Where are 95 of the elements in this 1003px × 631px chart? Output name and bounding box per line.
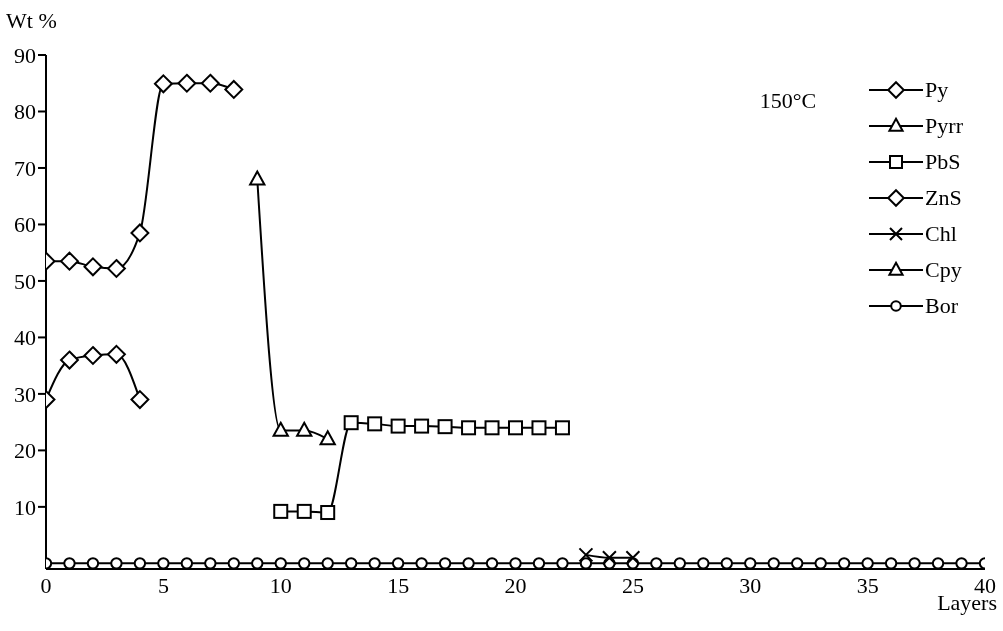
point [955, 557, 968, 569]
point [133, 557, 147, 569]
point [414, 418, 430, 434]
point [861, 557, 874, 569]
point [130, 390, 150, 409]
point [319, 430, 336, 446]
point [180, 557, 194, 569]
x-tick-label: 25 [621, 572, 644, 598]
point [63, 557, 76, 569]
legend-label: Chl [925, 221, 957, 247]
x-tick-label: 20 [504, 572, 527, 598]
point [579, 557, 593, 569]
legend-label: Cpy [925, 257, 962, 283]
point [272, 421, 289, 437]
legend-label: Bor [925, 293, 959, 319]
point [531, 420, 547, 436]
point [814, 557, 827, 569]
point [744, 557, 757, 569]
x-tick-label: 0 [40, 572, 52, 598]
point [296, 421, 313, 437]
point [130, 223, 150, 243]
point [391, 557, 405, 569]
point [438, 557, 452, 569]
point [110, 557, 123, 569]
point [249, 170, 266, 186]
point [509, 557, 522, 569]
point [343, 415, 359, 431]
point [200, 73, 220, 93]
point [697, 557, 710, 569]
point [251, 557, 264, 569]
point [320, 505, 336, 521]
point [791, 557, 804, 569]
point [578, 547, 594, 563]
point [415, 557, 428, 569]
point [532, 557, 546, 569]
point [767, 557, 780, 569]
x-tick-label: 30 [739, 572, 762, 598]
y-tick-label: 40 [14, 325, 36, 351]
point [83, 257, 103, 277]
legend-label: Py [925, 77, 949, 103]
x-tick-label: 35 [856, 572, 879, 598]
point [650, 557, 663, 569]
y-tick-label: 10 [14, 494, 36, 520]
point [224, 80, 244, 99]
point [837, 557, 851, 569]
point [153, 74, 173, 94]
point [273, 503, 289, 519]
legend-label: Pyrr [925, 113, 963, 139]
point [344, 557, 358, 569]
x-tick-label: 15 [387, 572, 410, 598]
point [461, 420, 477, 436]
point [390, 418, 406, 434]
point [274, 557, 287, 569]
point [884, 557, 898, 569]
x-tick-label: 10 [269, 572, 292, 598]
point [368, 557, 381, 569]
y-tick-label: 20 [14, 438, 36, 464]
y-axis-title: Wt % [6, 8, 57, 34]
point [908, 557, 921, 569]
point [157, 557, 170, 569]
y-tick-label: 60 [14, 212, 36, 238]
point [60, 350, 79, 370]
point [625, 550, 641, 566]
y-tick-label: 70 [14, 155, 36, 181]
point [298, 557, 311, 569]
legend-label: ZnS [925, 185, 962, 211]
legend-label: PbS [925, 149, 961, 175]
point [177, 73, 197, 93]
point [321, 557, 334, 569]
point [227, 557, 240, 569]
point [106, 259, 126, 278]
y-tick-label: 90 [14, 42, 36, 68]
y-tick-label: 50 [14, 268, 36, 294]
point [204, 557, 217, 569]
point [86, 557, 100, 569]
point [931, 557, 945, 569]
point [554, 420, 570, 436]
point [60, 251, 79, 271]
y-tick-label: 80 [14, 99, 36, 125]
point [673, 557, 687, 569]
point [106, 344, 126, 364]
point [601, 550, 617, 566]
point [508, 420, 523, 436]
point [83, 346, 103, 365]
point [367, 416, 383, 432]
point [296, 503, 312, 519]
point [484, 420, 500, 436]
point [462, 557, 475, 569]
y-tick-label: 30 [14, 381, 36, 407]
point [720, 557, 733, 569]
point [437, 419, 453, 435]
point [485, 557, 499, 569]
point [556, 557, 569, 569]
x-tick-label: 5 [157, 572, 169, 598]
annotation: 150°C [759, 88, 817, 114]
